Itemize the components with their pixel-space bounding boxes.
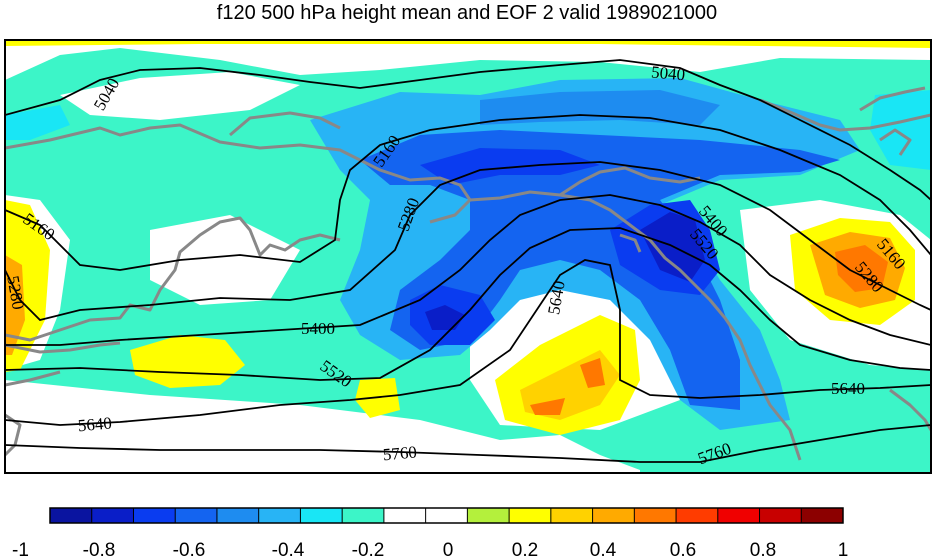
contour-5400	[5, 194, 931, 346]
colorbar-tick-label: 0.2	[512, 540, 538, 558]
colorbar-tick-label: -0.2	[352, 540, 385, 558]
field-orange-center-b	[530, 398, 565, 415]
colorbar: -1 -0.8 -0.6 -0.4 -0.2 0 0.2 0.4 0.6 0.8 1	[12, 507, 849, 558]
colorbar-swatch	[175, 508, 218, 523]
field-white-upper-left	[60, 72, 300, 120]
coastline-canada	[759, 98, 931, 132]
colorbar-swatch	[509, 508, 552, 523]
contour-label: 5400	[301, 319, 335, 338]
contour-label: 5040	[650, 62, 686, 84]
height-contours	[5, 59, 931, 463]
colorbar-tick-label: -1	[12, 540, 29, 558]
map-title: f120 500 hPa height mean and EOF 2 valid…	[216, 2, 718, 24]
contour-5520	[5, 227, 931, 381]
colorbar-swatch	[634, 508, 677, 523]
contour-label: 5640	[77, 413, 113, 435]
colorbar-swatch	[676, 508, 719, 523]
eof-shading	[5, 40, 931, 473]
colorbar-tick-label: 0	[443, 540, 454, 558]
coastline-lake	[879, 128, 912, 156]
field-white-left-mid	[150, 215, 300, 305]
colorbar-swatch	[759, 508, 802, 523]
colorbar-swatch	[383, 508, 427, 523]
colorbar-swatch	[216, 508, 260, 523]
contour-label: 5760	[382, 442, 418, 464]
contour-5040	[5, 59, 931, 201]
contour-5640	[5, 259, 931, 426]
colorbar-swatch	[91, 508, 134, 523]
coastline-arctic	[5, 123, 472, 224]
contour-label: 5640	[831, 379, 865, 398]
colorbar-frame	[49, 507, 844, 524]
colorbar-swatch	[467, 508, 510, 523]
field-cyan-east	[870, 90, 931, 170]
colorbar-tick-label: -0.6	[173, 540, 206, 558]
field-cyan-west	[5, 105, 70, 140]
colorbar-swatch	[300, 508, 343, 523]
colorbar-swatch	[550, 508, 594, 523]
field-medblue-north	[480, 90, 720, 125]
coastline-inlet	[619, 233, 642, 253]
colorbar-swatch	[425, 508, 468, 523]
coastline-alaska	[559, 166, 701, 197]
coastline-canada-north	[859, 86, 926, 112]
colorbar-tick-label: -0.4	[272, 540, 305, 558]
colorbar-tick-label: 0.4	[590, 540, 617, 558]
contour-5760	[5, 424, 931, 463]
coastline-shore	[5, 341, 121, 354]
field-red-orange-east	[835, 245, 888, 292]
colorbar-swatch	[592, 508, 635, 523]
contour-5160	[5, 114, 931, 271]
field-white-top	[5, 40, 931, 80]
colorbar-tick-label: 0.6	[670, 540, 696, 558]
field-yellow-top	[5, 40, 931, 48]
colorbar-swatch	[801, 508, 844, 523]
map-frame	[4, 39, 932, 474]
colorbar-swatch	[717, 508, 761, 523]
coastline-kamchatka	[5, 216, 341, 342]
colorbar-swatch	[342, 508, 385, 523]
colorbar-tick-label: 0.8	[750, 540, 776, 558]
contour-5280	[5, 161, 931, 321]
colorbar-tick-label: 1	[838, 540, 849, 558]
colorbar-tick-label: -0.8	[83, 540, 116, 558]
field-orange-center-a	[580, 358, 605, 388]
coastline-island	[229, 111, 341, 137]
coastline-sw	[5, 370, 61, 387]
colorbar-swatch	[258, 508, 301, 523]
colorbar-swatch	[133, 508, 176, 523]
coastlines	[5, 86, 931, 461]
colorbar-swatch	[50, 508, 93, 523]
